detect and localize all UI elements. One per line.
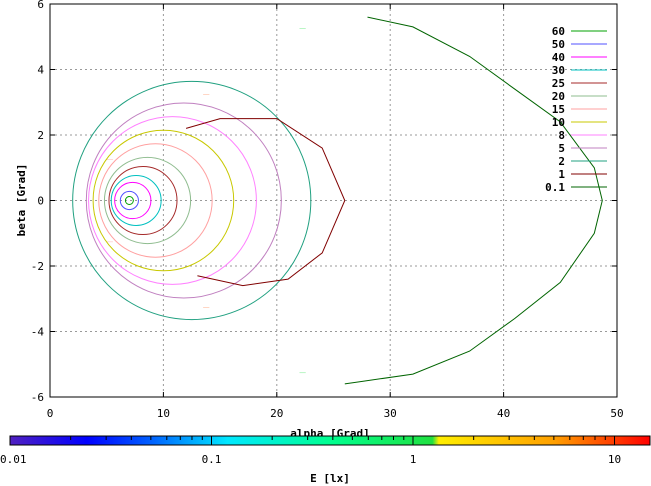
colorbar-tick-label: 1 [410,453,417,466]
contour-line [124,196,134,205]
colorbar-tick-label: 0.1 [202,453,222,466]
y-tick-label: -4 [31,326,45,339]
colorbar-tick-label: 10 [608,453,621,466]
legend-entry-label: 15 [552,103,565,116]
legend-entry-label: 40 [552,51,565,64]
grid-lines [50,4,617,397]
legend-entry-label: 1 [558,168,565,181]
y-tick-label: 4 [37,64,44,77]
contour-line [98,143,213,258]
legend-entry-label: 30 [552,64,565,77]
y-tick-label: -2 [31,260,44,273]
contour-line [108,165,178,236]
y-tick-label: 6 [37,0,44,11]
x-tick-label: 50 [610,407,623,420]
legend-entry-label: 50 [552,38,565,51]
contour-line [185,118,346,287]
contour-line [85,102,282,299]
colorbar-ticks: 0.01 0.1 1 10 [0,436,621,466]
contour-line [110,175,162,226]
legend-entry-label: 20 [552,90,565,103]
contour-line [92,129,235,272]
contour-line [114,181,152,220]
contour-line [103,156,192,245]
colorbar-tick-label: 0.01 [0,453,27,466]
colorbar-label: E [lx] [310,472,350,485]
x-tick-label: 40 [497,407,510,420]
legend-entry-label: 10 [552,116,565,129]
contour-line [119,190,139,211]
contour-lines [72,16,603,385]
contour-line [72,80,312,321]
contour-line [88,116,257,285]
x-tick-label: 0 [47,407,54,420]
x-tick-label: 10 [157,407,170,420]
y-axis-label: beta [Grad] [15,164,28,237]
legend-entry-label: 60 [552,25,565,38]
legend-entry-label: 2 [558,155,565,168]
legend-entry-label: 8 [558,129,565,142]
legend-entry-label: 5 [558,142,565,155]
heatmap-plot [106,28,306,374]
x-tick-label: 20 [270,407,283,420]
y-tick-label: -6 [31,391,44,404]
legend-entry-label: 25 [552,77,565,90]
y-tick-label: 0 [37,195,44,208]
y-tick-label: 2 [37,129,44,142]
legend-entry-label: 0.1 [545,181,565,194]
x-tick-label: 30 [384,407,397,420]
contour-line [344,16,603,385]
